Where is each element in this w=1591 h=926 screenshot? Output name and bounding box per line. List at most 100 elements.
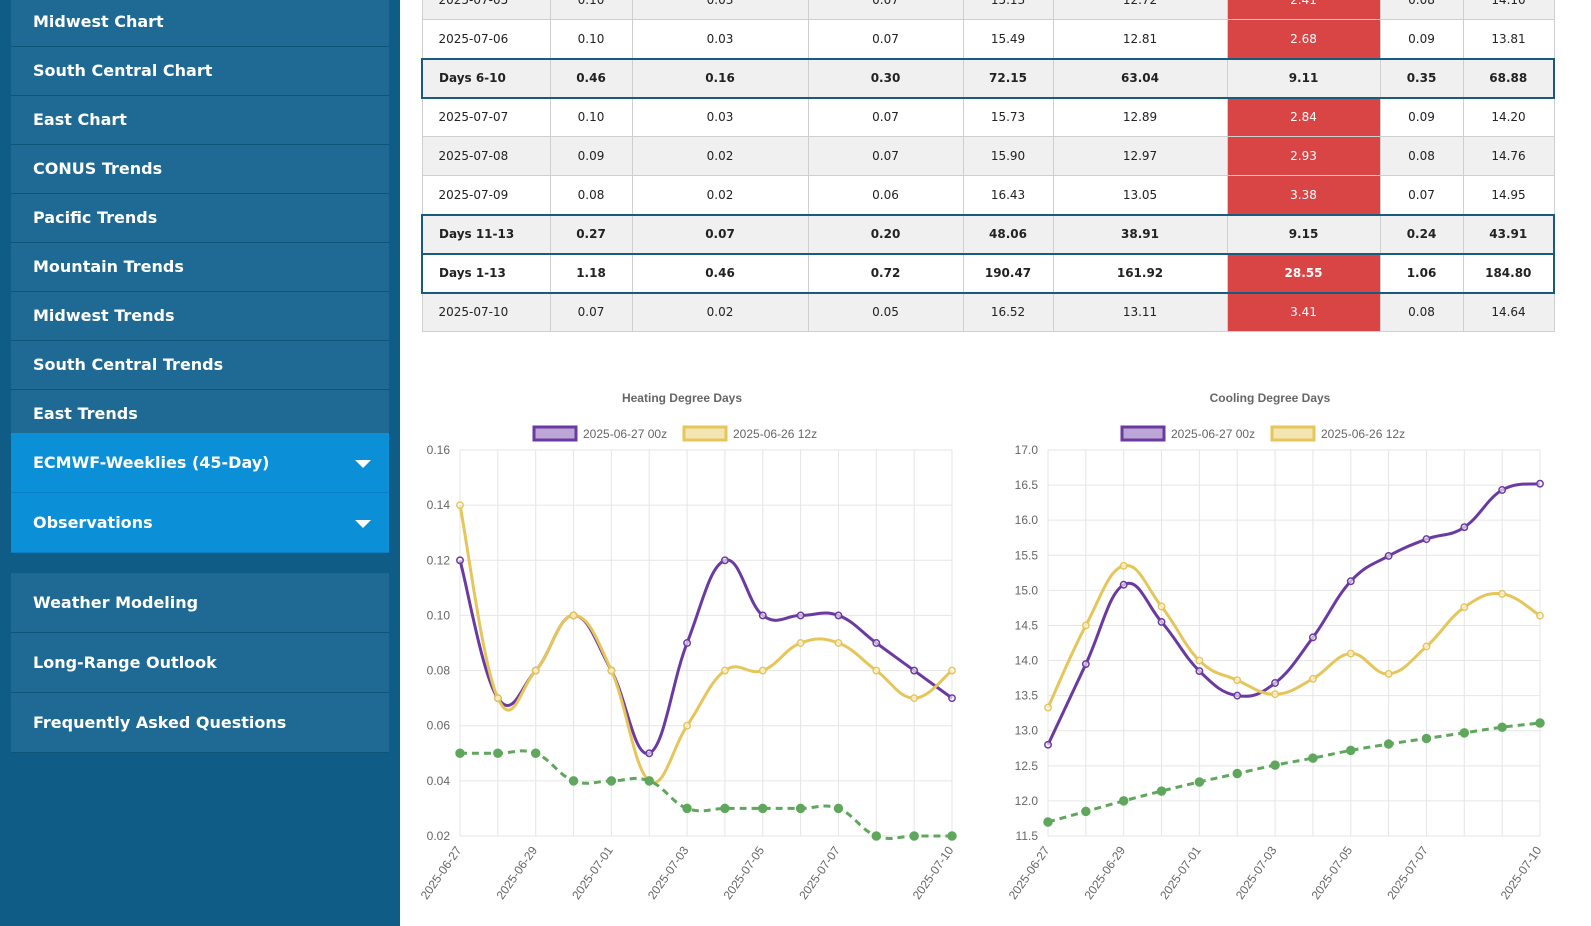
data-point[interactable]	[720, 556, 729, 565]
sidebar-item-midwest-chart[interactable]: Midwest Chart	[11, 0, 389, 47]
sidebar-item-long-range-outlook[interactable]: Long-Range Outlook	[11, 633, 389, 693]
data-point[interactable]	[1043, 817, 1053, 827]
data-point[interactable]	[1498, 589, 1507, 598]
data-point[interactable]	[1308, 633, 1317, 642]
data-point[interactable]	[531, 666, 540, 675]
legend-swatch[interactable]	[1120, 425, 1166, 442]
sidebar-item-east-chart[interactable]: East Chart	[11, 96, 389, 145]
data-point[interactable]	[493, 694, 502, 703]
data-point[interactable]	[1233, 691, 1242, 700]
data-point[interactable]	[833, 803, 844, 814]
data-point[interactable]	[1119, 561, 1128, 570]
data-point[interactable]	[758, 611, 767, 620]
sidebar-item-weather-modeling[interactable]: Weather Modeling	[11, 573, 389, 633]
data-point[interactable]	[1308, 753, 1318, 763]
data-point[interactable]	[1044, 703, 1052, 712]
data-point[interactable]	[683, 721, 692, 730]
data-point[interactable]	[1270, 760, 1280, 770]
data-point[interactable]	[1459, 728, 1470, 738]
caret-down-icon[interactable]	[355, 520, 371, 528]
sidebar-item-east-trends[interactable]: East Trends	[11, 390, 389, 439]
data-point[interactable]	[720, 803, 730, 814]
data-point[interactable]	[1081, 806, 1091, 817]
data-point[interactable]	[568, 776, 579, 786]
sidebar-item-mountain-trends[interactable]: Mountain Trends	[11, 243, 389, 292]
data-point[interactable]	[1460, 603, 1469, 612]
data-point[interactable]	[910, 694, 919, 703]
data-point[interactable]	[834, 639, 843, 647]
legend-label[interactable]: 2025-06-26 12z	[1321, 427, 1405, 441]
data-point[interactable]	[1194, 777, 1205, 787]
data-point[interactable]	[1422, 535, 1431, 544]
data-point[interactable]	[1081, 621, 1090, 630]
data-point[interactable]	[1383, 739, 1394, 749]
data-point[interactable]	[1081, 660, 1090, 669]
data-point[interactable]	[1535, 718, 1545, 728]
data-point[interactable]	[1195, 667, 1204, 676]
data-point[interactable]	[720, 666, 729, 675]
data-point[interactable]	[872, 666, 881, 675]
data-point[interactable]	[1044, 740, 1052, 749]
data-point[interactable]	[569, 611, 578, 620]
data-point[interactable]	[1460, 523, 1469, 532]
sidebar-item-ecmwf-weeklies-45-day[interactable]: ECMWF-Weeklies (45-Day)	[11, 433, 389, 493]
data-point[interactable]	[1157, 617, 1166, 626]
sidebar-item-conus-trends[interactable]: CONUS Trends	[11, 145, 389, 194]
data-point[interactable]	[947, 831, 957, 841]
data-point[interactable]	[795, 803, 806, 814]
legend-label[interactable]: 2025-06-27 00z	[1171, 427, 1255, 441]
legend-label[interactable]: 2025-06-26 12z	[733, 427, 817, 441]
caret-down-icon[interactable]	[355, 460, 371, 468]
data-point[interactable]	[1536, 611, 1544, 620]
data-point[interactable]	[1156, 786, 1167, 796]
sidebar-item-midwest-trends[interactable]: Midwest Trends	[11, 292, 389, 341]
data-point[interactable]	[1346, 649, 1355, 658]
data-point[interactable]	[530, 748, 541, 759]
data-point[interactable]	[1536, 479, 1544, 488]
data-point[interactable]	[1119, 580, 1128, 589]
data-point[interactable]	[682, 803, 692, 814]
data-point[interactable]	[909, 831, 919, 841]
data-point[interactable]	[871, 831, 882, 841]
data-point[interactable]	[910, 666, 919, 675]
data-point[interactable]	[1271, 690, 1280, 699]
data-point[interactable]	[493, 748, 503, 759]
data-point[interactable]	[1498, 486, 1507, 494]
data-point[interactable]	[607, 666, 616, 675]
data-point[interactable]	[1157, 602, 1166, 611]
data-point[interactable]	[758, 803, 768, 814]
data-point[interactable]	[1118, 796, 1129, 806]
data-point[interactable]	[645, 749, 654, 758]
data-point[interactable]	[1384, 552, 1393, 560]
data-point[interactable]	[834, 611, 843, 620]
legend-label[interactable]: 2025-06-27 00z	[583, 427, 667, 441]
data-point[interactable]	[644, 776, 654, 786]
data-point[interactable]	[796, 639, 805, 647]
data-point[interactable]	[1232, 768, 1242, 779]
data-point[interactable]	[1346, 577, 1355, 586]
sidebar-item-observations[interactable]: Observations	[11, 493, 389, 553]
data-point[interactable]	[1346, 745, 1356, 756]
data-point[interactable]	[683, 639, 692, 647]
legend-swatch[interactable]	[532, 425, 578, 442]
data-point[interactable]	[948, 694, 956, 703]
data-point[interactable]	[1308, 674, 1317, 683]
data-point[interactable]	[1422, 642, 1431, 651]
data-point[interactable]	[948, 666, 956, 675]
data-point[interactable]	[606, 776, 617, 786]
sidebar-item-frequently-asked-questions[interactable]: Frequently Asked Questions	[11, 693, 389, 753]
sidebar-item-south-central-trends[interactable]: South Central Trends	[11, 341, 389, 390]
sidebar-item-south-central-chart[interactable]: South Central Chart	[11, 47, 389, 96]
sidebar-item-pacific-trends[interactable]: Pacific Trends	[11, 194, 389, 243]
data-point[interactable]	[455, 748, 465, 759]
data-point[interactable]	[1497, 722, 1507, 732]
data-point[interactable]	[1421, 733, 1432, 744]
data-point[interactable]	[1233, 676, 1242, 685]
data-point[interactable]	[456, 501, 464, 510]
data-point[interactable]	[1384, 669, 1393, 678]
data-point[interactable]	[758, 666, 767, 675]
data-point[interactable]	[456, 556, 464, 565]
legend-swatch[interactable]	[1270, 425, 1316, 442]
data-point[interactable]	[1271, 679, 1280, 687]
legend-swatch[interactable]	[682, 425, 728, 442]
